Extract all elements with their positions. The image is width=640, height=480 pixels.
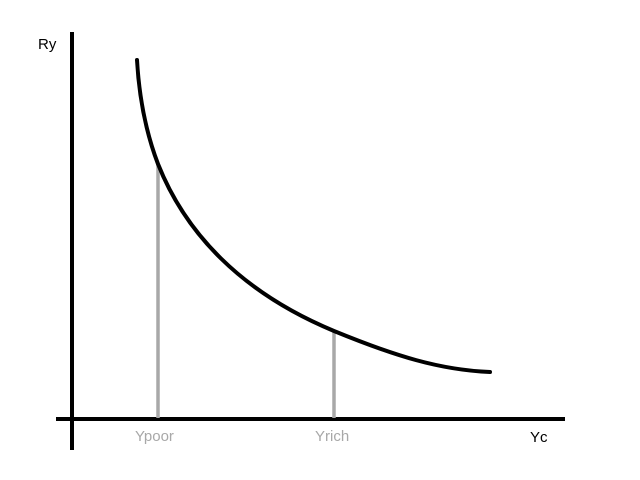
ypoor-label: Ypoor xyxy=(135,428,174,445)
y-axis-label: Ry xyxy=(38,36,57,53)
yrich-label: Yrich xyxy=(315,428,350,445)
x-axis-label: Yc xyxy=(530,429,548,446)
curve xyxy=(135,58,492,374)
